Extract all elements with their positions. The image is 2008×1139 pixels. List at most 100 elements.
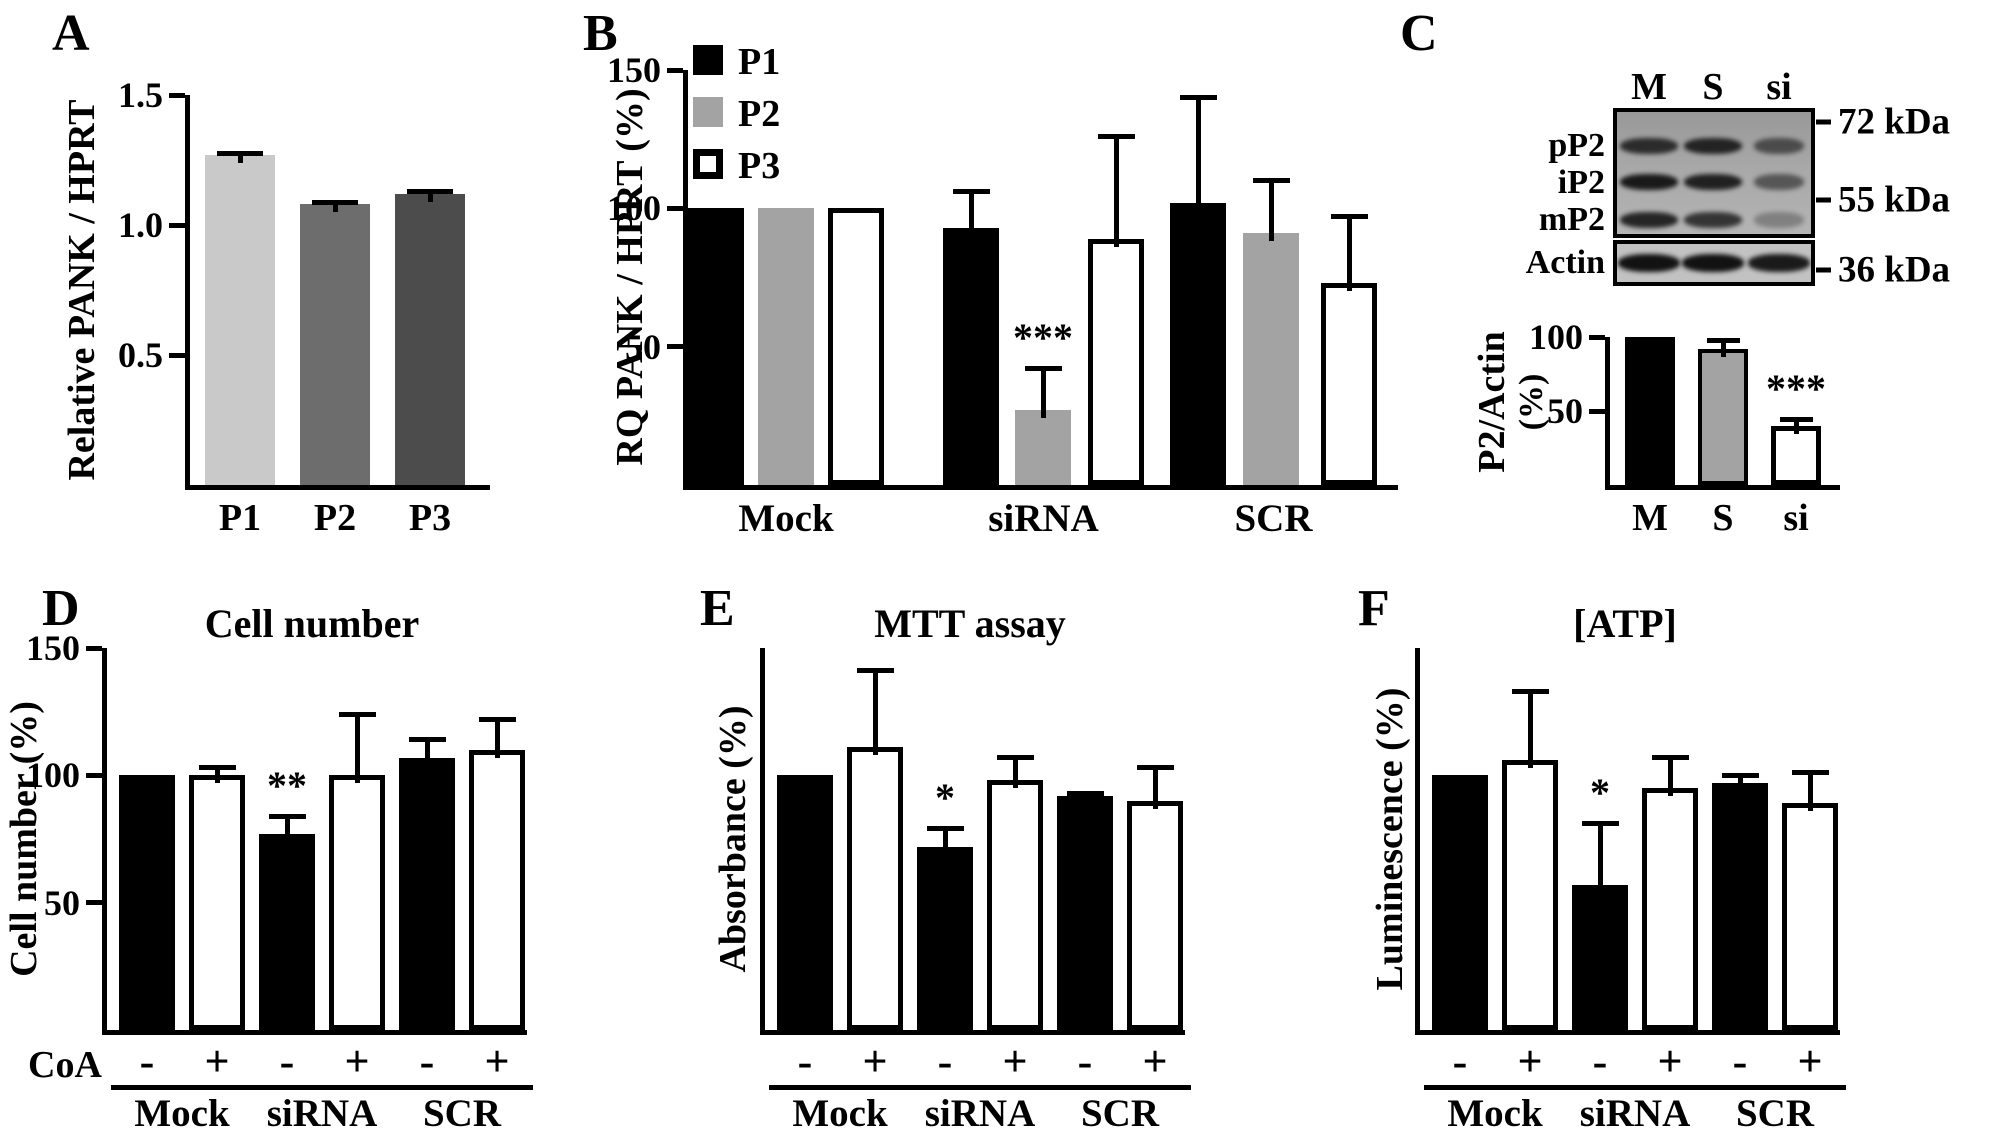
panel-c-x-category-label: si <box>1783 497 1809 539</box>
panel-d-error-cap <box>408 737 446 743</box>
panel-e-bar <box>987 780 1043 1030</box>
panel-d-y-tick <box>86 900 102 906</box>
blot-lane-label: M <box>1631 66 1667 108</box>
blot-band-pp2 <box>1684 138 1742 154</box>
panel-d-treatment-sign: - <box>139 1037 155 1086</box>
blot-row-label: pP2 <box>1548 127 1605 164</box>
panel-b-bar <box>758 208 814 485</box>
panel-b-y-tick <box>667 205 683 211</box>
panel-e-y-axis-label: Absorbance (%) <box>712 705 754 973</box>
panel-b-legend-label: P1 <box>738 41 781 83</box>
panel-d-error-bar <box>494 716 500 758</box>
panel-b-y-tick-label: 150 <box>607 50 661 90</box>
blot-mw-dash <box>1816 267 1831 273</box>
panel-b-bar <box>1088 238 1144 485</box>
panel-d-y-tick-label: 150 <box>26 628 80 668</box>
panel-b-bar <box>828 208 884 485</box>
panel-b-bar <box>688 208 744 485</box>
panel-a-x-category-label: P2 <box>313 497 357 539</box>
blot-mw-label: 36 kDa <box>1838 249 1951 291</box>
panel-e-significance: * <box>935 775 955 821</box>
panel-e-group-underline <box>1049 1085 1191 1090</box>
panel-e-bar <box>847 747 903 1030</box>
panel-e-treatment-sign: + <box>1002 1037 1028 1086</box>
blot-band-ip2 <box>1620 174 1678 190</box>
panel-f-treatment-sign: + <box>1517 1037 1543 1086</box>
panel-e-treatment-sign: - <box>1077 1037 1093 1086</box>
panel-f-plot: - + - + - + Mock siRNA SCR * <box>1415 648 1846 1133</box>
panel-e-treatment-sign: + <box>862 1037 888 1086</box>
panel-e-error-cap <box>996 754 1034 760</box>
panel-c-y-tick-label: 50 <box>1547 391 1583 431</box>
panel-d-group-underline <box>251 1085 393 1090</box>
panel-d-bar <box>119 775 175 1030</box>
panel-e-error-bar <box>942 826 948 855</box>
panel-d-bar <box>259 833 315 1030</box>
panel-e-error-cap <box>1066 790 1104 796</box>
panel-e-bar <box>1127 800 1183 1030</box>
panel-a-x-category-label: P3 <box>408 497 452 539</box>
panel-b-bar <box>1243 233 1299 485</box>
panel-b-plot: 50 100 150 Mock siRNA SCR P1 P2 P3 *** <box>607 43 1398 538</box>
panel-a-y-tick <box>169 92 185 98</box>
panel-b-error-cap <box>1024 366 1062 372</box>
panel-b-legend-label: P2 <box>738 93 781 135</box>
panel-a-bar <box>395 193 465 485</box>
blot-band-actin <box>1618 254 1680 272</box>
panel-f-significance: * <box>1590 770 1610 816</box>
panel-b-y-tick-label: 100 <box>607 188 661 229</box>
panel-a-bar <box>300 204 370 485</box>
panel-a-error-bar <box>237 150 243 163</box>
blot-mw-dash <box>1816 119 1831 125</box>
panel-f-error-cap <box>1721 772 1759 778</box>
blot-mw-label: 72 kDa <box>1838 101 1951 143</box>
panel-d-group-label: Mock <box>134 1092 230 1135</box>
panel-b-legend-swatch <box>693 97 723 127</box>
panel-b-legend-label: P3 <box>738 145 781 187</box>
blot-band-pp2 <box>1754 138 1804 154</box>
panel-c-bar <box>1771 425 1821 485</box>
panel-f-treatment-sign: + <box>1657 1037 1683 1086</box>
panel-a-plot: 0.5 1.0 1.5 P1 P2 P3 <box>118 77 490 537</box>
panel-b-group-label: SCR <box>1234 497 1313 540</box>
panel-c-error-bar <box>1720 338 1726 357</box>
blot-mw-label: 55 kDa <box>1838 179 1951 221</box>
panel-f-error-cap <box>1791 770 1829 776</box>
panel-d-bar <box>469 749 525 1030</box>
panel-b-y-axis-label: RQ PANK / HPRT (%) <box>609 88 651 466</box>
blot-band-mp2 <box>1684 212 1742 228</box>
blot-band-actin <box>1682 254 1744 272</box>
panel-a-y-tick-label: 0.5 <box>118 335 163 375</box>
panel-d-y-tick-label: 50 <box>44 882 80 923</box>
panel-d-significance: ** <box>267 762 307 808</box>
panel-c-bar <box>1625 337 1675 485</box>
panel-c-error-cap <box>1706 338 1740 344</box>
blot-band-ip2 <box>1684 174 1742 190</box>
panel-e-error-cap <box>926 826 964 832</box>
panel-a-label: A <box>52 5 90 62</box>
blot-lane-label: S <box>1702 66 1724 108</box>
panel-a-error-bar <box>332 200 338 213</box>
panel-e-treatment-sign: - <box>797 1037 813 1086</box>
panel-f-group-label: SCR <box>1735 1092 1815 1135</box>
panel-d-error-bar <box>284 813 290 842</box>
panel-d-bar <box>399 757 455 1030</box>
panel-d-error-bar <box>354 711 360 784</box>
panel-f-group-label: Mock <box>1447 1092 1543 1135</box>
panel-d-error-cap <box>338 711 376 717</box>
panel-e-error-cap <box>856 668 894 674</box>
panel-e-error-bar <box>1152 765 1158 809</box>
panel-a-y-tick-label: 1.0 <box>118 205 163 245</box>
panel-c-y-tick <box>1589 334 1605 340</box>
panel-e-error-bar <box>872 668 878 756</box>
panel-e-group-underline <box>769 1085 911 1090</box>
panel-f-bar <box>1712 782 1768 1030</box>
panel-d-label: D <box>42 580 80 637</box>
panel-a-x-category-label: P1 <box>218 497 262 539</box>
panel-e-label: E <box>700 580 735 637</box>
panel-c-bar <box>1698 348 1748 485</box>
panel-b-legend-swatch <box>693 149 723 179</box>
panel-b-bar <box>1170 202 1226 485</box>
panel-d-y-tick <box>86 645 102 651</box>
